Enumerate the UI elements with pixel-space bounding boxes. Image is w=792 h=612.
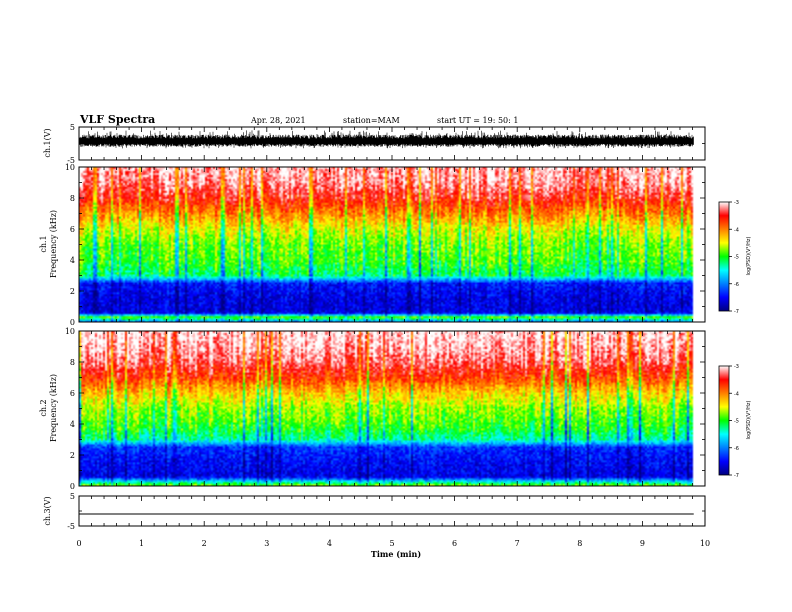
- y-tick-label: 8: [70, 358, 75, 367]
- ch1-spectrogram-image: [79, 167, 705, 322]
- y-tick-label: 2: [70, 451, 75, 460]
- colorbar-tick-label: -6: [734, 282, 739, 288]
- y-tick-label: 2: [70, 287, 75, 296]
- x-tick-label: 3: [264, 539, 269, 548]
- ch3-waveform-panel: 5 -5 ch.3(V): [43, 492, 706, 531]
- y-tick-label: 0: [70, 318, 75, 327]
- ch2-colorbar: [718, 365, 730, 476]
- y-tick-label: -5: [67, 522, 75, 531]
- x-tick-label: 10: [700, 539, 710, 548]
- y-tick-label: 10: [65, 163, 75, 172]
- y-tick-label: 10: [65, 327, 75, 336]
- colorbar-tick-label: -7: [734, 309, 739, 315]
- y-tick-label: 0: [70, 482, 75, 491]
- colorbar-tick-label: -4: [734, 391, 739, 397]
- colorbar-tick-label: -3: [734, 364, 739, 370]
- ch1-colorbar-label: log(PSD)(V²/Hz): [746, 236, 752, 275]
- x-axis-label: Time (min): [371, 549, 421, 559]
- x-tick-label: 5: [389, 539, 394, 548]
- y-tick-label: -5: [67, 156, 75, 165]
- ch3-waveform-ylabel: ch.3(V): [43, 496, 52, 525]
- x-tick-label: 7: [515, 539, 520, 548]
- ch1-spectrogram-ylabel-channel: ch.1: [39, 235, 48, 252]
- ch1-spectrogram-ylabel-frequency: Frequency (kHz): [49, 210, 58, 278]
- y-tick-label: 4: [70, 420, 75, 429]
- colorbar-tick-label: -6: [734, 446, 739, 452]
- station-label: station=MAM: [343, 116, 400, 125]
- x-tick-label: 4: [327, 539, 332, 548]
- y-tick-label: 8: [70, 194, 75, 203]
- colorbar-tick-label: -5: [734, 255, 739, 261]
- waveform-trace: [78, 130, 694, 149]
- colorbar-tick-label: -3: [734, 200, 739, 206]
- x-tick-label: 9: [640, 539, 645, 548]
- x-tick-label: 2: [202, 539, 207, 548]
- ch2-spectrogram-ylabel-channel: ch.2: [39, 399, 48, 416]
- y-tick-label: 5: [70, 123, 75, 132]
- colorbar-tick-label: -4: [734, 227, 739, 233]
- y-tick-label: 6: [70, 225, 75, 234]
- x-tick-label: 8: [577, 539, 582, 548]
- date-label: Apr. 28, 2021: [250, 116, 306, 125]
- ch1-waveform-panel: 5 -5 ch.1(V): [43, 123, 706, 165]
- ch1-colorbar: [718, 201, 730, 312]
- x-tick-label: 0: [76, 539, 81, 548]
- ch1-waveform-ylabel: ch.1(V): [43, 128, 52, 157]
- x-tick-labels: 0 1 2 3 4 5 6 7 8 9 10: [76, 539, 710, 548]
- ch2-spectrogram-ylabel-frequency: Frequency (kHz): [49, 374, 58, 442]
- start-time-label: start UT = 19: 50: 1: [437, 116, 518, 125]
- y-tick-label: 5: [70, 492, 75, 501]
- y-tick-label: 6: [70, 389, 75, 398]
- colorbar-tick-label: -7: [734, 473, 739, 479]
- ch2-colorbar-label: log(PSD)(V²/Hz): [746, 400, 752, 439]
- figure-title: VLF Spectra: [79, 113, 155, 126]
- ch2-spectrogram-image: [79, 331, 705, 486]
- x-tick-label: 1: [139, 539, 144, 548]
- x-tick-label: 6: [452, 539, 457, 548]
- colorbar-tick-label: -5: [734, 419, 739, 425]
- y-tick-label: 4: [70, 256, 75, 265]
